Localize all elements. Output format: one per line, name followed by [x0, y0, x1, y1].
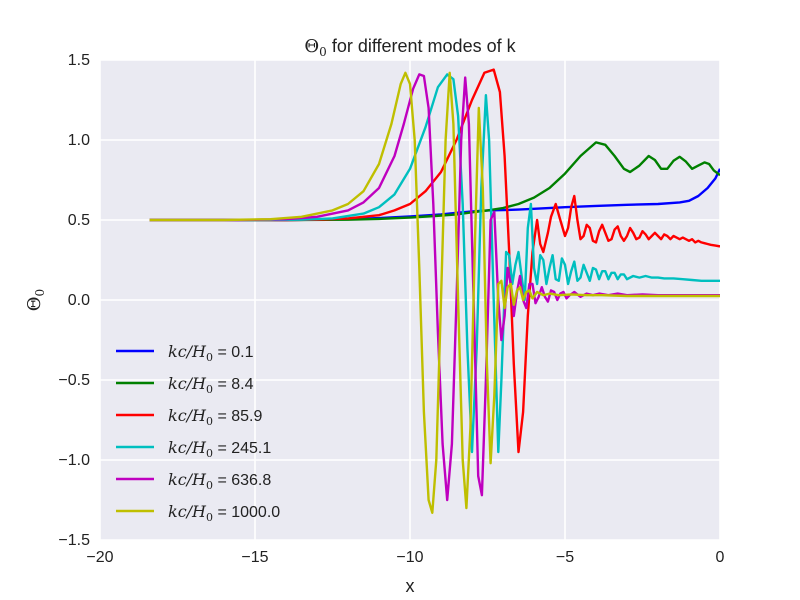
x-tick-labels: −20 −15 −10 −5 0 [86, 549, 724, 566]
series-line-1 [149, 141, 720, 222]
x-tick-label-2: −10 [396, 549, 423, 566]
y-tick-label-0: −1.5 [58, 532, 90, 549]
title-symbol: Θ [304, 36, 319, 57]
legend-label-4: kc/H0 = 636.8 [168, 470, 271, 492]
y-tick-labels: −1.5 −1.0 −0.5 0.0 0.5 1.0 1.5 [58, 52, 90, 549]
x-tick-label-0: −20 [86, 549, 113, 566]
legend-label-1: kc/H0 = 8.4 [168, 374, 254, 396]
x-tick-label-3: −5 [556, 549, 574, 566]
x-tick-label-4: 0 [716, 549, 725, 566]
x-axis-label: x [406, 576, 415, 596]
series-line-2 [149, 68, 720, 454]
grid-lines [99, 59, 721, 541]
series-line-3 [149, 73, 720, 454]
chart-title: Θ0 for different modes of k [304, 36, 516, 59]
ylabel-subscript: 0 [33, 289, 47, 297]
legend-label-3: kc/H0 = 245.1 [168, 438, 271, 460]
y-tick-label-4: 0.5 [68, 212, 90, 229]
y-tick-label-2: −0.5 [58, 372, 90, 389]
y-tick-label-1: −1.0 [58, 452, 90, 469]
y-tick-label-6: 1.5 [68, 52, 90, 69]
legend: kc/H0 = 0.1 kc/H0 = 8.4 kc/H0 = 85.9 kc/H0 … [116, 342, 280, 524]
y-tick-label-3: 0.0 [68, 292, 90, 309]
legend-label-2: kc/H0 = 85.9 [168, 406, 262, 428]
y-axis-label: Θ0 [24, 289, 47, 311]
title-text: for different modes of k [332, 36, 517, 56]
y-tick-label-5: 1.0 [68, 132, 90, 149]
title-subscript: 0 [319, 45, 327, 59]
legend-label-5: kc/H0 = 1000.0 [168, 502, 280, 524]
x-tick-label-1: −15 [241, 549, 268, 566]
legend-label-0: kc/H0 = 0.1 [168, 342, 254, 364]
series-lines [149, 68, 720, 514]
series-line-5 [149, 71, 720, 514]
ylabel-symbol: Θ [24, 296, 45, 311]
